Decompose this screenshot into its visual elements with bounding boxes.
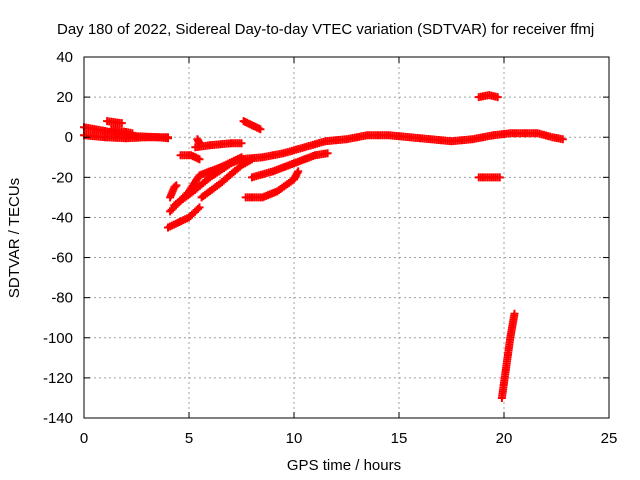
x-tick-label: 0 — [80, 430, 88, 447]
axis-ticks: 0 5 10 15 20 25 -140 -120 -100 -80 -60 -40 -20 0 20 40 — [43, 49, 617, 447]
series-track-rise-3 — [170, 155, 244, 210]
data-point — [495, 173, 504, 182]
x-tick-label: 10 — [286, 430, 303, 447]
x-axis-label: GPS time / hours — [287, 457, 401, 474]
y-tick-label: -40 — [51, 209, 73, 226]
data-point — [323, 149, 332, 158]
series-track-short-3 — [239, 117, 265, 134]
data-point — [558, 135, 567, 144]
data-point — [195, 155, 204, 164]
y-axis-label: SDTVAR / TECUs — [6, 178, 23, 298]
x-tick-label: 5 — [185, 430, 193, 447]
series-track-main-zero-low — [80, 131, 172, 143]
grid-lines — [84, 57, 609, 418]
series-track-blip — [193, 135, 204, 148]
y-tick-label: -60 — [51, 250, 73, 267]
x-tick-label: 15 — [391, 430, 408, 447]
data-point — [493, 93, 502, 102]
series-track-main-middle — [235, 131, 498, 164]
y-tick-label: 20 — [56, 89, 73, 106]
data-point — [237, 139, 246, 148]
series-track-high-blip — [474, 91, 502, 102]
series-track-neg20 — [474, 173, 504, 182]
data-point — [164, 133, 172, 142]
data-point — [195, 139, 204, 148]
series-track-short-2 — [107, 125, 137, 138]
series-track-mid-small — [176, 151, 204, 164]
data-point — [195, 203, 204, 212]
y-tick-label: -140 — [43, 410, 73, 427]
data-points — [80, 91, 567, 402]
y-tick-label: 0 — [65, 129, 73, 146]
series-track-steep-drop — [497, 309, 519, 402]
x-tick-label: 25 — [601, 430, 618, 447]
data-point — [256, 125, 265, 134]
y-tick-label: -80 — [51, 290, 73, 307]
data-point — [172, 181, 181, 190]
data-point — [294, 167, 303, 176]
y-tick-label: -120 — [43, 370, 73, 387]
data-point — [171, 182, 180, 191]
data-point — [510, 309, 519, 318]
data-point — [117, 119, 126, 128]
y-tick-label: -20 — [51, 169, 73, 186]
y-tick-label: 40 — [56, 49, 73, 66]
x-tick-label: 20 — [496, 430, 513, 447]
plot-frame — [83, 56, 610, 419]
series-track-rise-1 — [166, 181, 181, 202]
series-track-rise-7 — [241, 167, 303, 202]
series-track-short-1 — [103, 117, 126, 128]
chart-title: Day 180 of 2022, Sidereal Day-to-day VTE… — [57, 21, 594, 38]
y-tick-label: -100 — [43, 330, 73, 347]
data-point — [194, 204, 202, 213]
series-track-right — [489, 129, 567, 144]
series-track-rise-4 — [164, 203, 204, 232]
data-point — [128, 129, 137, 138]
series-track-rise-6 — [248, 149, 332, 182]
